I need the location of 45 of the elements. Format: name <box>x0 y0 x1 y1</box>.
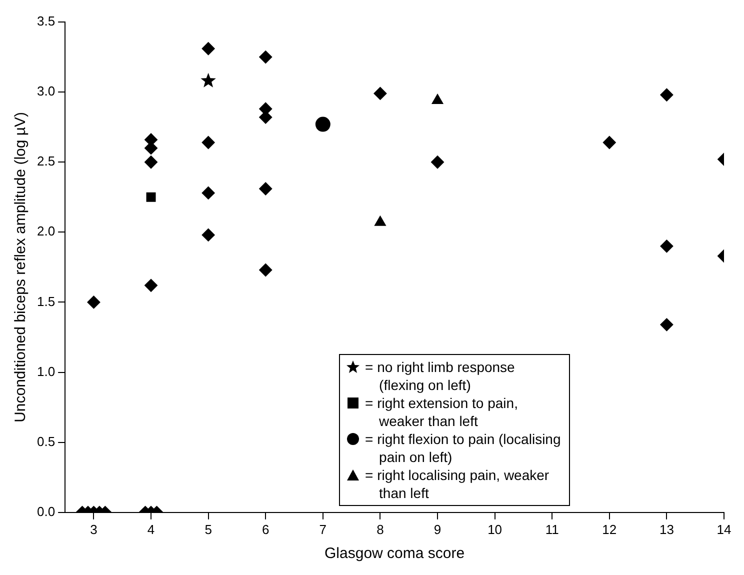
x-axis-title: Glasgow coma score <box>324 545 465 562</box>
point <box>315 116 330 132</box>
x-tick-label: 13 <box>659 522 674 537</box>
x-tick-label: 6 <box>262 522 270 537</box>
x-tick-label: 11 <box>545 522 559 537</box>
y-tick-label: 2.5 <box>36 154 56 169</box>
point <box>144 156 158 169</box>
point <box>660 88 674 102</box>
point <box>146 192 156 202</box>
legend-label: = right extension to pain, weaker than left <box>365 394 519 430</box>
x-tick-label: 8 <box>376 522 384 537</box>
point <box>431 156 444 169</box>
x-tick-label: 10 <box>488 522 502 537</box>
y-tick-label: 3.0 <box>36 84 56 99</box>
y-tick-label: 0.5 <box>36 434 56 449</box>
point <box>259 182 272 196</box>
point <box>144 278 158 292</box>
y-axis-title: Unconditioned biceps reflex amplitude (log µV) <box>12 112 30 422</box>
x-tick-label: 14 <box>716 522 732 537</box>
y-tick-label: 1.5 <box>36 294 56 309</box>
x-tick-label: 12 <box>602 522 617 537</box>
x-tick-label: 9 <box>434 522 442 537</box>
legend-label: = right localising pain, weaker than left <box>365 466 550 502</box>
x-tick-label: 4 <box>147 522 155 537</box>
x-tick-label: 3 <box>90 522 98 537</box>
point <box>202 228 215 242</box>
point <box>374 86 387 100</box>
point <box>259 50 272 64</box>
point <box>202 42 215 56</box>
point <box>202 136 215 149</box>
point <box>87 296 100 309</box>
point <box>202 186 215 200</box>
legend-label: = right flexion to pain (localising pain on left) <box>365 430 562 466</box>
y-tick-label: 3.5 <box>36 14 56 29</box>
point <box>374 216 386 226</box>
point <box>259 264 272 277</box>
y-tick-label: 2.0 <box>36 224 56 239</box>
point <box>200 72 216 88</box>
x-tick-label: 7 <box>319 522 327 537</box>
point <box>602 136 616 149</box>
y-tick-label: 0.0 <box>36 504 56 519</box>
point <box>660 240 674 253</box>
legend-label: = no right limb response (flexing on left) <box>365 358 516 394</box>
x-tick-label: 5 <box>204 522 212 537</box>
y-tick-label: 1.0 <box>36 364 56 379</box>
